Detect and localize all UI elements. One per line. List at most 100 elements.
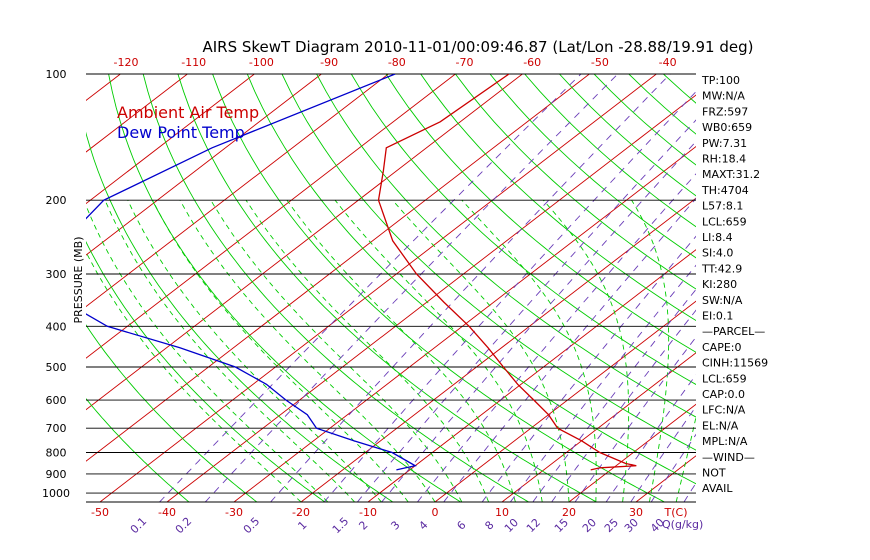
sounding-index-item: CAPE:0 [702,341,742,354]
top-temp-tick-label: -70 [456,56,474,69]
pressure-tick-label: 400 [46,320,67,333]
chart-title: AIRS SkewT Diagram 2010-11-01/00:09:46.8… [202,38,753,56]
legend: Ambient Air Temp Dew Point Temp [117,103,259,142]
mixing-ratio-tick-label: 6 [454,518,468,532]
mixing-ratio-tick-label: 1.5 [330,515,352,537]
isotherm-line [300,197,696,502]
isotherm-line [86,74,121,102]
mixing-ratio-line [630,405,696,502]
sounding-index-item: CINH:11569 [702,357,768,370]
moist-adiabat-line [334,199,543,502]
moist-adiabat-line [104,200,355,502]
mixing-ratio-tick-label: 25 [602,516,621,535]
sounding-index-item: —PARCEL— [702,325,765,338]
moist-adiabat-lines [86,199,696,502]
mixing-ratio-line [204,74,619,502]
mixing-ratio-line [159,74,582,502]
isotherm-line [166,94,696,502]
moist-adiabat-line [675,414,696,502]
moist-adiabat-line [461,199,597,502]
dry-adiabat-line [86,324,258,502]
mixing-ratio-tick-label: 12 [524,516,543,535]
dry-adiabat-line [802,74,870,502]
bottom-temp-tick-label: 10 [495,506,509,519]
mixing-ratio-line [443,197,696,502]
mixing-ratio-line [650,433,696,502]
bottom-temp-tick-label: 20 [562,506,576,519]
top-temp-tick-label: -40 [659,56,677,69]
sounding-index-item: TP:100 [701,74,740,87]
top-temp-tick-label: -120 [114,56,139,69]
top-temp-tick-label: -60 [523,56,541,69]
pressure-tick-label: 1000 [42,487,70,500]
legend-ambient-air-temp: Ambient Air Temp [117,103,259,122]
mixing-ratio-line [323,90,696,502]
mixing-ratio-tick-label: 3 [388,518,402,532]
isotherm-line [837,74,870,502]
dry-adiabat-line [350,74,696,385]
moist-adiabat-line [127,200,382,502]
mixing-ratio-tick-label: 2 [356,518,370,532]
isotherm-line [86,74,523,411]
mixing-ratio-line [481,235,696,502]
sounding-index-item: LCL:659 [702,372,747,385]
sounding-index-item: LCL:659 [702,215,747,228]
dry-adiabat-line [142,74,529,502]
sounding-index-item: MPL:N/A [702,435,748,448]
bottom-temp-tick-label: 30 [629,506,643,519]
sounding-index-item: EI:0.1 [702,310,733,323]
moist-adiabat-line [245,199,490,502]
pressure-tick-label: 800 [46,447,67,460]
mixing-ratio-line [356,119,696,502]
isotherm-line [501,352,696,502]
bottom-temp-tick-label: -50 [91,506,109,519]
sounding-index-item: LI:8.4 [702,231,733,244]
mixing-ratio-line [381,140,696,502]
dry-adiabat-line [212,74,665,502]
isotherm-line [0,74,53,502]
isotherm-line [86,74,255,205]
dry-adiabat-line [385,74,696,353]
dry-adiabat-line [246,74,696,485]
pressure-tick-label: 100 [46,68,67,81]
dry-adiabat-line [837,74,870,502]
mixing-ratio-line [509,264,696,502]
isotherm-line [86,74,590,462]
bottom-temp-tick-label: -20 [292,506,310,519]
pressure-tick-label: 500 [46,361,67,374]
mixing-ratio-tick-label: 8 [482,518,496,532]
sounding-index-item: —WIND— [702,451,755,464]
sounding-index-item: EL:N/A [702,419,739,432]
dry-adiabat-line [455,74,696,290]
pressure-tick-label: 600 [46,394,67,407]
ambient-air-temp-line [377,74,637,471]
dry-adiabat-line [316,74,696,418]
dry-adiabat-lines [86,74,870,502]
dry-adiabat-line [733,74,870,502]
sounding-index-item: SI:4.0 [702,247,733,260]
moist-adiabat-line [152,199,409,502]
sounding-index-item: MW:N/A [702,90,745,103]
sounding-index-item: KI:280 [702,278,737,291]
dry-adiabat-line [86,240,326,502]
legend-dew-point-temp: Dew Point Temp [117,123,245,142]
sounding-index-item: PW:7.31 [702,137,747,150]
pressure-tick-label: 200 [46,194,67,207]
isotherm-lines [0,74,870,502]
dew-point-temp-line [86,74,417,471]
sounding-index-item: AVAIL [702,482,733,495]
sounding-indices-panel: TP:100 MW:N/A FRZ:597 WB0:659 PW:7.31 RH:18.4… [701,74,768,495]
mixing-ratio-axis-label: Q(g/kg) [662,518,703,531]
moist-adiabat-line [392,199,570,502]
x-axis-label: T(C) [664,506,688,519]
y-axis-label: PRESSURE (MB) [72,237,85,324]
isotherm-line [434,300,696,502]
sounding-index-item: NOT [702,467,726,480]
isotherm-line [86,74,188,153]
bottom-temp-tick-label: -40 [158,506,176,519]
sounding-series [86,74,637,471]
bottom-temp-tick-label: 0 [432,506,439,519]
isotherm-line [635,455,696,502]
pressure-tick-label: 900 [46,468,67,481]
